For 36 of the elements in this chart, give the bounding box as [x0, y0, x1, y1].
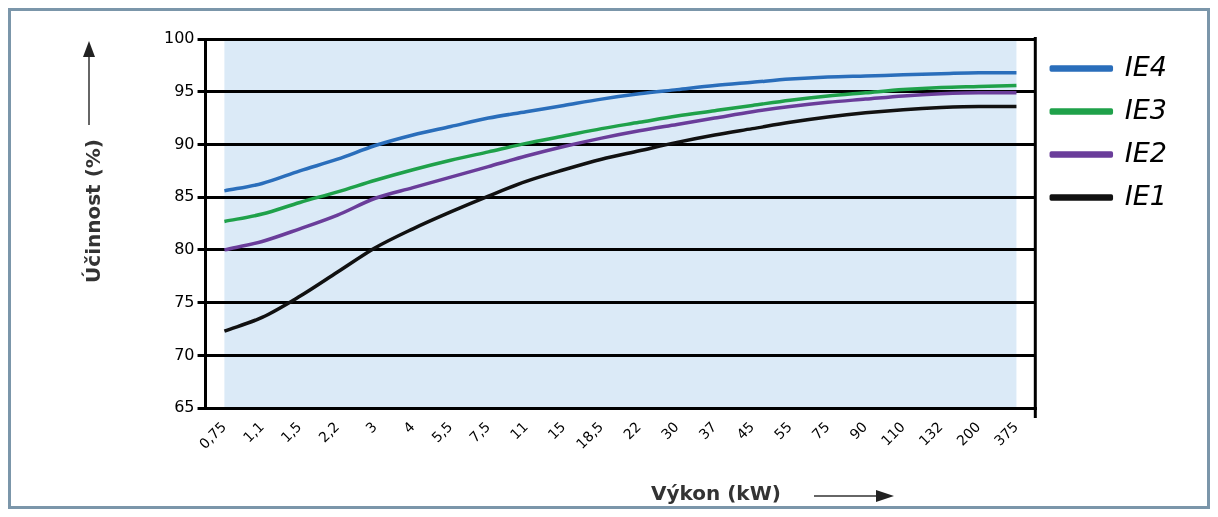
x-tick-label: 110: [877, 418, 908, 449]
x-axis-title: Výkon (kW): [651, 481, 781, 505]
legend-label: IE2: [1124, 136, 1167, 168]
y-tick-label: 70: [174, 344, 195, 364]
y-tick-label: 75: [174, 291, 195, 311]
x-tick-label: 132: [915, 418, 946, 449]
x-tick-label: 1,5: [277, 418, 305, 446]
legend-label: IE1: [1124, 179, 1167, 211]
x-tick-label: 75: [808, 418, 833, 443]
x-tick-label: 4: [400, 418, 418, 437]
y-tick-label: 65: [174, 397, 195, 417]
line-series: [222, 91, 1019, 252]
x-tick-label: 45: [733, 418, 758, 443]
x-tick-label: 3: [362, 418, 380, 437]
line-series: [222, 83, 1019, 224]
y-tick-label: 80: [174, 239, 195, 259]
x-tick-label: 7,5: [466, 418, 494, 446]
legend-label: IE3: [1124, 93, 1167, 125]
y-tick-label: 100: [163, 28, 195, 48]
x-tick-label: 30: [657, 418, 682, 443]
x-tick-label: 1,1: [239, 418, 267, 446]
y-tick-label: 85: [174, 186, 195, 206]
x-tick-label: 5,5: [428, 418, 456, 446]
x-tick-label: 22: [620, 418, 644, 443]
y-axis-title: Účinnost (%): [81, 139, 106, 283]
line-series: [222, 104, 1019, 333]
line-series: [222, 70, 1019, 193]
x-tick-label: 90: [846, 418, 871, 443]
x-tick-label: 2,2: [315, 418, 343, 446]
x-tick-label: 37: [695, 418, 720, 443]
x-tick-label: 15: [544, 418, 569, 443]
y-tick-label: 90: [174, 133, 195, 153]
legend-label: IE4: [1124, 50, 1167, 82]
y-tick-label: 95: [174, 80, 195, 100]
x-tick-label: 55: [770, 418, 795, 443]
x-tick-label: 11: [506, 418, 531, 443]
